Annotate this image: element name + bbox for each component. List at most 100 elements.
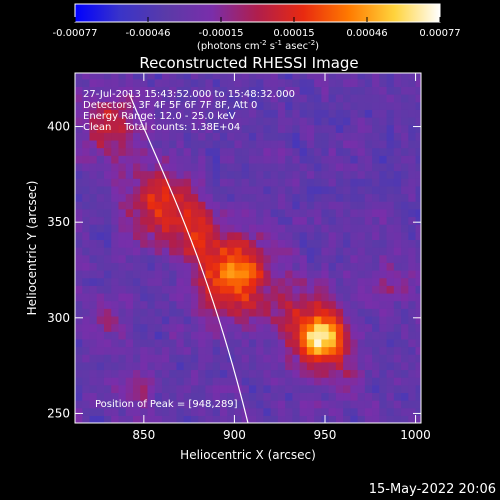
heatmap-cell: [335, 369, 344, 378]
heatmap-cell: [183, 86, 192, 95]
heatmap-cell: [277, 185, 286, 195]
heatmap-cell: [393, 94, 402, 103]
heatmap-cell: [125, 338, 134, 348]
heatmap-cell: [321, 392, 330, 401]
heatmap-cell: [75, 400, 83, 409]
heatmap-cell: [169, 73, 178, 80]
heatmap-cell: [285, 338, 293, 348]
heatmap-cell: [227, 269, 236, 279]
heatmap-cell: [190, 354, 199, 363]
heatmap-cell: [299, 247, 308, 256]
heatmap-cell: [103, 331, 112, 340]
heatmap-cell: [111, 262, 120, 271]
heatmap-cell: [285, 400, 293, 409]
heatmap-cell: [277, 308, 286, 317]
heatmap-cell: [256, 254, 264, 263]
heatmap-cell: [328, 124, 337, 133]
heatmap-cell: [205, 78, 214, 87]
heatmap-cell: [154, 338, 163, 348]
heatmap-cell: [415, 247, 421, 256]
heatmap-cell: [335, 94, 344, 103]
heatmap-cell: [401, 73, 409, 80]
heatmap-cell: [75, 346, 83, 355]
heatmap-cell: [82, 139, 91, 149]
heatmap-cell: [393, 361, 402, 371]
heatmap-cell: [248, 101, 257, 110]
heatmap-cell: [364, 285, 373, 294]
heatmap-cell: [96, 132, 105, 141]
heatmap-cell: [241, 86, 250, 95]
heatmap-cell: [343, 262, 351, 271]
heatmap-cell: [364, 346, 373, 355]
heatmap-cell: [161, 116, 170, 126]
heatmap-cell: [125, 277, 134, 286]
chart-title: Reconstructed RHESSI Image: [139, 54, 358, 72]
heatmap-cell: [393, 338, 402, 348]
heatmap-cell: [212, 86, 221, 95]
heatmap-cell: [248, 170, 257, 179]
heatmap-cell: [103, 170, 112, 179]
heatmap-cell: [161, 78, 170, 87]
heatmap-cell: [161, 400, 170, 409]
heatmap-cell: [321, 116, 330, 126]
heatmap-cell: [140, 384, 149, 393]
heatmap-cell: [125, 369, 134, 378]
heatmap-cell: [132, 315, 141, 325]
heatmap-cell: [372, 254, 380, 263]
heatmap-cell: [161, 101, 170, 110]
heatmap-cell: [328, 101, 337, 110]
heatmap-cell: [118, 208, 127, 218]
heatmap-cell: [270, 94, 279, 103]
heatmap-cell: [335, 269, 344, 279]
heatmap-cell: [103, 392, 112, 401]
heatmap-cell: [154, 109, 163, 118]
heatmap-cell: [89, 315, 98, 325]
heatmap-cell: [190, 155, 199, 164]
heatmap-cell: [248, 292, 257, 302]
heatmap-cell: [241, 338, 250, 348]
heatmap-cell: [154, 101, 163, 110]
heatmap-cell: [248, 193, 257, 202]
heatmap-cell: [357, 101, 366, 110]
heatmap-cell: [248, 86, 257, 95]
heatmap-cell: [277, 239, 286, 248]
heatmap-cell: [328, 323, 337, 332]
heatmap-cell: [314, 354, 322, 363]
heatmap-cell: [219, 277, 228, 286]
heatmap-cell: [263, 315, 272, 325]
heatmap-cell: [176, 224, 185, 233]
heatmap-cell: [386, 73, 395, 80]
heatmap-cell: [169, 331, 178, 340]
heatmap-cell: [125, 315, 134, 325]
heatmap-cell: [198, 384, 207, 393]
heatmap-cell: [277, 392, 286, 401]
heatmap-cell: [241, 377, 250, 386]
heatmap-cell: [393, 407, 402, 416]
heatmap-cell: [140, 208, 149, 218]
heatmap-cell: [408, 254, 417, 263]
heatmap-cell: [263, 285, 272, 294]
heatmap-cell: [299, 300, 308, 309]
heatmap-cell: [241, 178, 250, 187]
heatmap-cell: [263, 377, 272, 386]
heatmap-cell: [386, 208, 395, 218]
heatmap-cell: [328, 407, 337, 416]
heatmap-cell: [75, 254, 83, 263]
heatmap-cell: [328, 247, 337, 256]
heatmap-cell: [82, 147, 91, 156]
heatmap-cell: [248, 208, 257, 218]
heatmap-cell: [111, 193, 120, 202]
heatmap-cell: [321, 224, 330, 233]
heatmap-cell: [154, 239, 163, 248]
heatmap-cell: [161, 201, 170, 210]
heatmap-cell: [169, 185, 178, 195]
heatmap-cell: [277, 262, 286, 271]
heatmap-cell: [350, 216, 359, 225]
heatmap-cell: [154, 308, 163, 317]
heatmap-cell: [103, 116, 112, 126]
heatmap-cell: [75, 155, 83, 164]
heatmap-cell: [176, 308, 185, 317]
heatmap-cell: [285, 392, 293, 401]
heatmap-cell: [393, 392, 402, 401]
heatmap-cell: [401, 147, 409, 156]
